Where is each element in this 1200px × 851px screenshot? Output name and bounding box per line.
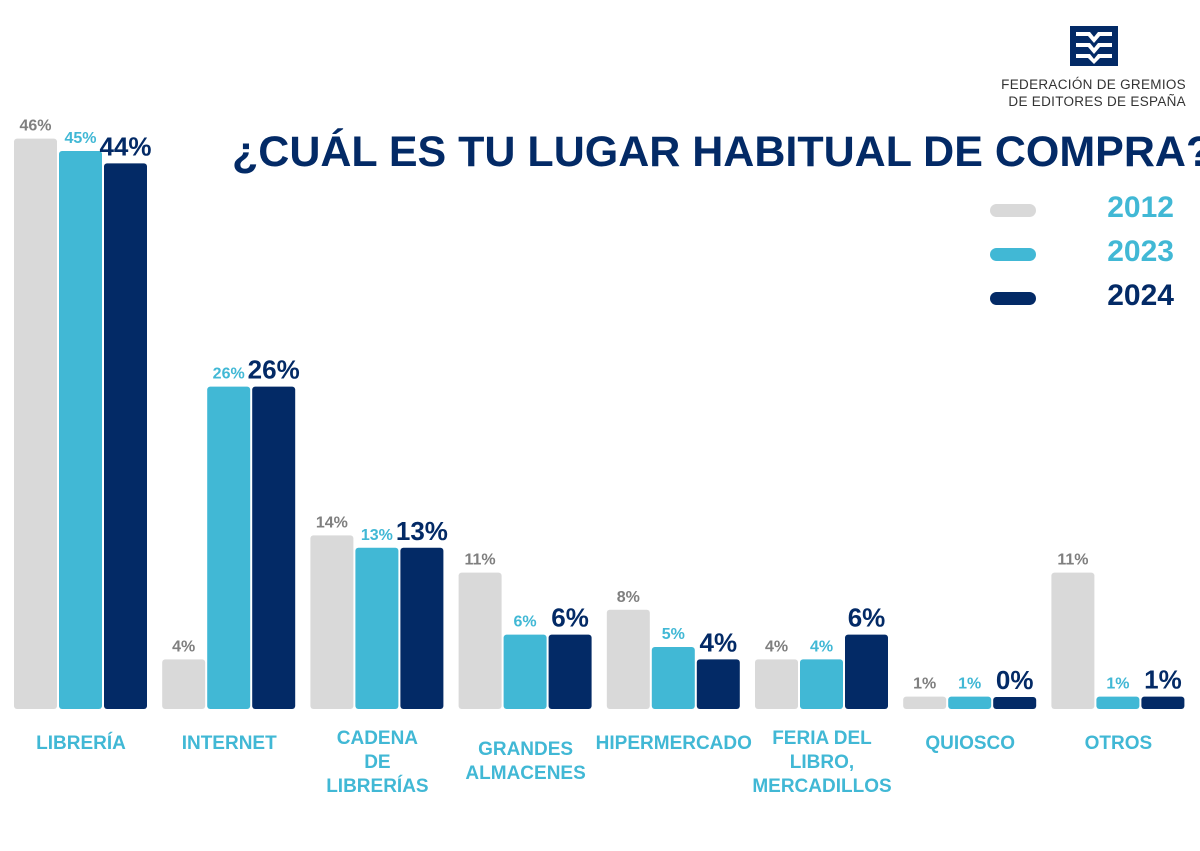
category-label-4: HIPERMERCADO: [596, 733, 752, 754]
chart-legend: 2012 2023 2024: [974, 189, 1174, 321]
category-label-0: LIBRERÍA: [36, 732, 126, 754]
data-label-2012-3: 11%: [465, 552, 496, 569]
bar-2024-2: [400, 547, 444, 709]
bar-2023-0: [59, 151, 102, 709]
bar-2024-1: [252, 386, 296, 709]
bar-2012-5: [755, 659, 798, 709]
bar-2012-3: [458, 572, 502, 709]
data-label-2024-5: 6%: [848, 603, 886, 633]
category-label-1: INTERNET: [182, 733, 277, 754]
data-label-2024-2: 13%: [396, 516, 448, 546]
data-label-2012-4: 8%: [617, 589, 640, 606]
legend-label-2024: 2024: [1107, 279, 1174, 312]
bar-2012-2: [310, 535, 354, 709]
bar-2012-7: [1051, 572, 1095, 709]
category-label-3: GRANDES ALMACENES: [465, 739, 585, 784]
category-label-7: OTROS: [1085, 733, 1153, 754]
legend-label-2023: 2023: [1107, 235, 1174, 268]
bar-2024-3: [548, 634, 592, 709]
legend-swatch-2023: [990, 248, 1036, 261]
publisher-logo: FEDERACIÓN DE GREMIOS DE EDITORES DE ESP…: [946, 26, 1186, 110]
data-label-2024-0: 44%: [99, 131, 151, 161]
legend-swatch-2024: [990, 292, 1036, 305]
data-label-2023-6: 1%: [958, 676, 981, 693]
legend-swatch-2012: [990, 204, 1036, 217]
category-label-6: QUIOSCO: [925, 733, 1015, 754]
data-label-2024-3: 6%: [551, 603, 589, 633]
data-label-2023-1: 26%: [213, 366, 245, 383]
bar-2012-0: [14, 138, 57, 710]
bar-2024-4: [696, 659, 740, 709]
data-label-2024-4: 4%: [700, 627, 738, 657]
data-label-2023-7: 1%: [1106, 676, 1129, 693]
bar-2024-0: [104, 163, 147, 709]
bar-2024-7: [1141, 696, 1185, 709]
data-label-2024-1: 26%: [248, 355, 300, 385]
bar-2023-3: [503, 634, 547, 709]
data-label-2023-5: 4%: [810, 638, 833, 655]
bar-2012-6: [903, 696, 947, 709]
bar-2023-7: [1096, 696, 1140, 709]
bar-2024-5: [845, 634, 888, 709]
legend-label-2012: 2012: [1107, 191, 1174, 224]
legend-item-2012: 2012: [974, 189, 1174, 233]
chart-title: ¿CUÁL ES TU LUGAR HABITUAL DE COMPRA?: [232, 128, 1200, 176]
data-label-2012-2: 14%: [316, 514, 348, 531]
legend-item-2023: 2023: [974, 233, 1174, 277]
data-label-2012-6: 1%: [913, 676, 936, 693]
category-label-2: CADENA DE LIBRERÍAS: [326, 728, 428, 797]
logo-line-2: DE EDITORES DE ESPAÑA: [1008, 94, 1186, 109]
data-label-2023-3: 6%: [514, 614, 537, 631]
fge-logo-icon: [1070, 26, 1118, 66]
bar-2024-6: [993, 697, 1037, 709]
data-label-2023-4: 5%: [662, 626, 685, 643]
data-label-2012-0: 46%: [19, 118, 51, 135]
bar-2012-4: [606, 609, 650, 709]
category-label-5: FERIA DEL LIBRO, MERCADILLOS: [752, 728, 891, 797]
legend-item-2024: 2024: [974, 277, 1174, 321]
data-label-2012-5: 4%: [765, 638, 788, 655]
bar-2023-2: [355, 547, 399, 709]
data-label-2012-7: 11%: [1057, 552, 1088, 569]
logo-line-1: FEDERACIÓN DE GREMIOS: [1001, 77, 1186, 92]
data-label-2012-1: 4%: [172, 638, 195, 655]
bar-2023-4: [651, 647, 695, 709]
data-label-2024-7: 1%: [1144, 665, 1182, 695]
bar-2023-6: [948, 696, 992, 709]
data-label-2023-2: 13%: [361, 527, 393, 544]
bar-2023-5: [800, 659, 843, 709]
logo-text: FEDERACIÓN DE GREMIOS DE EDITORES DE ESP…: [946, 76, 1186, 110]
data-label-2023-0: 45%: [64, 130, 96, 147]
bar-2023-1: [207, 386, 251, 709]
bar-2012-1: [162, 659, 206, 709]
data-label-2024-6: 0%: [996, 665, 1034, 695]
